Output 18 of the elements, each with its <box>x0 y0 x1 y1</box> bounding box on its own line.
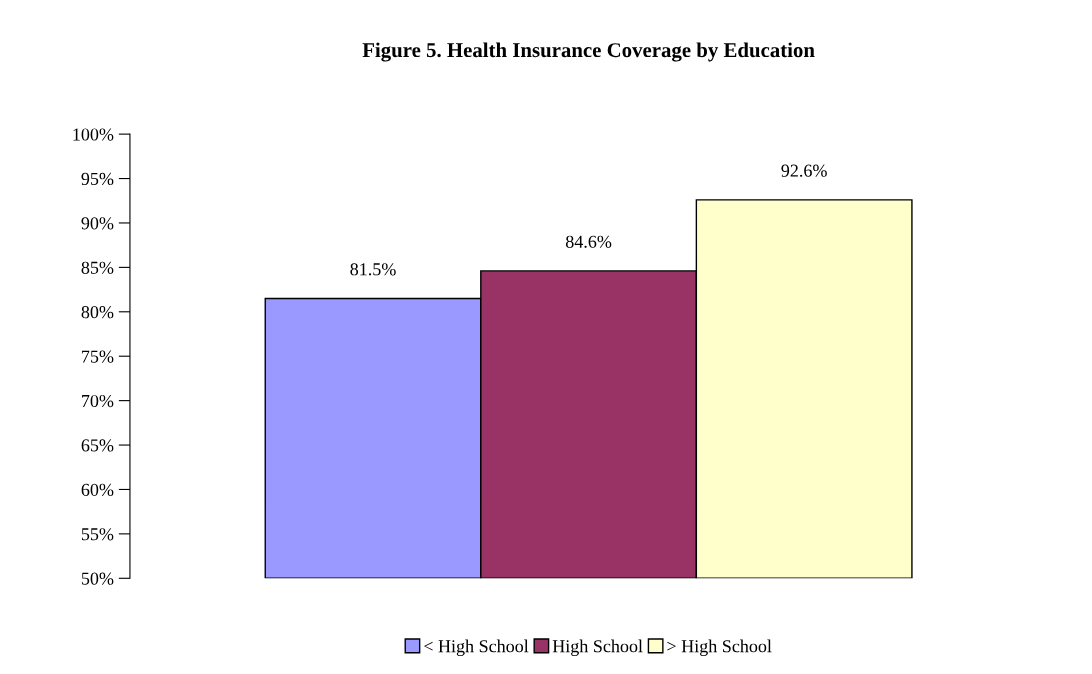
y-tick-label: 55% <box>81 528 114 541</box>
y-tick-label: 90% <box>81 217 114 230</box>
y-tick-label: 100% <box>73 128 114 141</box>
chart-title: Figure 5. Health Insurance Coverage by Education <box>362 42 815 62</box>
text: 81.5% <box>350 263 396 276</box>
text: 92.6% <box>781 164 827 177</box>
y-tick-label: 95% <box>81 172 114 186</box>
y-tick-label: 80% <box>81 306 114 319</box>
legend-label: > High School <box>667 639 772 657</box>
legend-label: High School <box>552 639 643 657</box>
legend-label: < High School <box>424 639 529 657</box>
y-tick-label: 65% <box>81 439 114 452</box>
y-tick-label: 50% <box>81 572 114 585</box>
y-tick-label: 60% <box>81 483 114 496</box>
y-tick-label: 75% <box>82 350 114 363</box>
y-tick-label: 70% <box>82 394 114 408</box>
y-tick-label: 85% <box>81 261 114 274</box>
text: 84.6% <box>565 235 612 248</box>
